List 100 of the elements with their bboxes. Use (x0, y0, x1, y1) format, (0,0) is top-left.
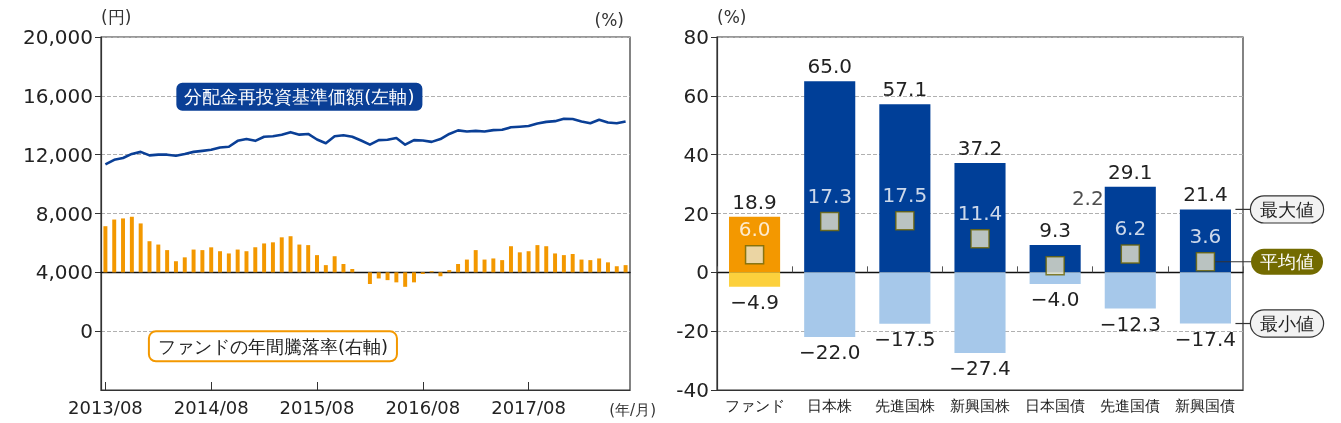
y-axis-title: (%) (717, 6, 747, 27)
series-label: 最小値 (1260, 313, 1314, 335)
bar (156, 244, 161, 273)
data-label: −17.5 (874, 326, 936, 351)
x-tick-label: 2014/08 (173, 396, 249, 418)
y-tick-label: -40 (676, 378, 709, 402)
bar (879, 104, 931, 273)
bar (218, 251, 223, 273)
bar (456, 264, 461, 273)
bar (394, 272, 399, 283)
bar (438, 272, 443, 277)
data-label: 21.4 (1183, 182, 1228, 207)
data-label: −17.4 (1174, 326, 1237, 351)
bar (341, 264, 346, 273)
x-tick-label: ファンド (724, 396, 785, 415)
bar (350, 269, 355, 273)
bar (597, 258, 602, 273)
y-tick-label: -20 (676, 319, 709, 344)
bar (235, 249, 240, 273)
data-label: −4.9 (730, 289, 779, 314)
y-tick-label: 40 (683, 142, 709, 167)
x-tick-label: 2016/08 (385, 396, 461, 418)
data-label: 6.0 (738, 216, 771, 241)
bar (323, 265, 328, 273)
data-label: 17.3 (807, 183, 852, 208)
y-axis-title: (円) (101, 6, 132, 27)
bar (464, 259, 469, 273)
bar (121, 218, 126, 273)
y-tick-label: 16,000 (23, 83, 93, 108)
bar (1104, 186, 1156, 273)
data-label: 18.9 (732, 189, 777, 214)
bar (954, 272, 1006, 353)
bar (804, 81, 856, 273)
data-label: −4.0 (1030, 287, 1080, 312)
bar (500, 260, 505, 273)
bar (544, 246, 549, 273)
bar (173, 261, 178, 273)
bar (165, 250, 170, 273)
bar (804, 272, 856, 338)
bar (297, 244, 302, 273)
bar (367, 272, 372, 285)
data-label: −12.3 (1099, 311, 1161, 336)
bar (473, 250, 478, 273)
x-tick-label: 新興国株 (950, 396, 1010, 415)
data-label: 37.2 (957, 135, 1003, 160)
bar (253, 247, 258, 273)
y-tick-label: 80 (683, 25, 709, 49)
bar (508, 246, 513, 273)
data-label: 29.1 (1108, 159, 1153, 184)
bar (315, 255, 319, 273)
y2-axis-title: (%) (594, 9, 624, 30)
data-label: 2.2 (1071, 185, 1104, 210)
bar (526, 251, 531, 273)
bar (605, 262, 610, 273)
bar (385, 272, 390, 281)
bar (517, 252, 522, 273)
x-tick-label: 先進国債 (1100, 396, 1161, 415)
bar (270, 242, 275, 273)
point (819, 211, 840, 232)
bar (376, 272, 381, 279)
y-tick-label: 20 (683, 201, 709, 226)
data-label: 57.1 (882, 77, 928, 102)
bar (614, 266, 619, 273)
bar (729, 272, 781, 287)
bar (200, 250, 205, 273)
bar (112, 219, 117, 273)
text: ファンドの年間騰落率(右軸) (157, 335, 388, 357)
bar (412, 272, 416, 283)
x-tick-label: 日本国債 (1025, 396, 1086, 415)
x-tick-label: 2015/08 (279, 396, 355, 418)
bar (103, 226, 108, 273)
y-tick-label: 0 (696, 260, 709, 285)
data-label: 65.0 (807, 54, 852, 79)
data-label: 11.4 (957, 201, 1003, 226)
point (895, 211, 915, 231)
bar (491, 258, 496, 273)
bar (954, 162, 1006, 273)
x-tick-label: 先進国株 (874, 396, 935, 415)
y-tick-label: 4,000 (35, 260, 93, 285)
bar (570, 254, 575, 273)
point (1195, 251, 1216, 272)
x-tick-label: 新興国債 (1175, 396, 1236, 415)
data-label: 9.3 (1039, 217, 1072, 242)
bar (482, 259, 487, 273)
series-label: 分配金再投資基準価額(左軸) (184, 86, 415, 108)
bar (226, 253, 231, 273)
y-tick-label: 20,000 (23, 25, 93, 49)
data-label: 17.5 (882, 183, 928, 208)
series-label: 最大値 (1260, 198, 1314, 220)
point (970, 229, 990, 249)
bar (535, 245, 540, 273)
bar (138, 223, 143, 273)
data-label: −22.0 (799, 340, 861, 365)
bar (623, 265, 628, 273)
line-series (104, 117, 627, 166)
y-tick-label: 8,000 (35, 201, 93, 226)
data-label: 3.6 (1189, 223, 1222, 248)
bar (306, 245, 311, 273)
x-axis-title: (年/月) (609, 400, 657, 419)
point (1120, 244, 1141, 264)
